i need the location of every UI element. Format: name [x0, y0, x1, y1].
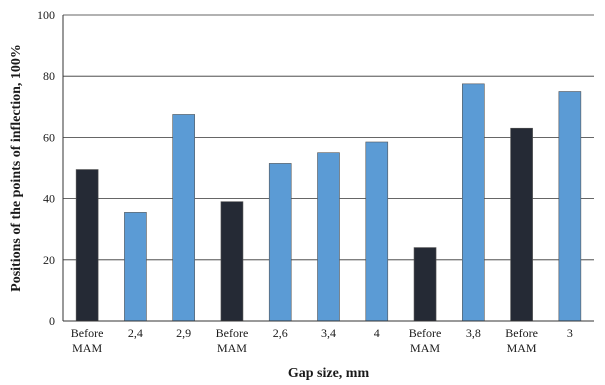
y-tick-labels: 0 20 40 60 80 100 [37, 8, 55, 328]
bar [124, 212, 147, 322]
bar [413, 247, 437, 322]
y-tick-label: 40 [43, 192, 55, 206]
bars [75, 83, 582, 322]
bar [365, 141, 389, 322]
x-tick-label: 2,6 [273, 326, 288, 340]
bar [268, 163, 292, 322]
bar [75, 169, 99, 322]
bar [558, 91, 582, 322]
gridlines [63, 14, 594, 261]
x-tick-label: 2,4 [128, 326, 143, 340]
bar [510, 127, 533, 322]
x-tick-label: 2,9 [176, 326, 191, 340]
y-axis-title: Positions of the points of inflection, 1… [9, 44, 24, 292]
x-tick-label: 3,8 [466, 326, 481, 340]
x-tick-label: Before MAM [409, 326, 442, 355]
y-tick-label: 100 [37, 8, 55, 22]
x-tick-label: 3,4 [321, 326, 336, 340]
bar [220, 201, 244, 322]
bar [172, 114, 195, 322]
x-tick-label: Before MAM [505, 326, 538, 355]
y-tick-label: 0 [49, 314, 55, 328]
bar [317, 152, 340, 322]
y-tick-label: 80 [43, 69, 55, 83]
x-tick-label: 3 [567, 326, 573, 340]
y-tick-label: 20 [43, 253, 55, 267]
y-tick-label: 60 [43, 130, 55, 144]
x-tick-labels: Before MAM 2,4 2,9 Before MAM 2,6 3,4 4 Before MAM… [71, 326, 573, 355]
x-axis-title: Gap size, mm [288, 366, 370, 381]
bar [462, 83, 485, 322]
x-tick-label: Before MAM [71, 326, 104, 355]
x-tick-label: Before MAM [216, 326, 249, 355]
x-tick-label: 4 [374, 326, 380, 340]
